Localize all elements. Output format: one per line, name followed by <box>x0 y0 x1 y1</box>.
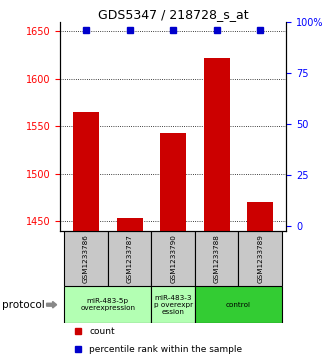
Bar <box>152 286 195 323</box>
Bar <box>64 286 152 323</box>
Bar <box>238 231 282 286</box>
Bar <box>73 112 99 363</box>
Bar <box>64 231 108 286</box>
Bar <box>195 231 238 286</box>
Text: GSM1233789: GSM1233789 <box>257 234 263 283</box>
Text: protocol: protocol <box>2 300 44 310</box>
Text: GSM1233786: GSM1233786 <box>83 234 89 283</box>
Bar <box>204 58 230 363</box>
Bar <box>117 218 143 363</box>
Text: GSM1233787: GSM1233787 <box>127 234 133 283</box>
Text: miR-483-5p
overexpression: miR-483-5p overexpression <box>80 298 135 311</box>
Text: count: count <box>89 327 115 336</box>
Bar <box>247 202 273 363</box>
Text: percentile rank within the sample: percentile rank within the sample <box>89 345 242 354</box>
Text: miR-483-3
p overexpr
ession: miR-483-3 p overexpr ession <box>154 295 193 315</box>
Text: control: control <box>226 302 251 308</box>
Bar <box>108 231 152 286</box>
Text: GSM1233788: GSM1233788 <box>214 234 220 283</box>
Bar <box>160 133 186 363</box>
Bar <box>195 286 282 323</box>
Title: GDS5347 / 218728_s_at: GDS5347 / 218728_s_at <box>98 8 248 21</box>
Text: GSM1233790: GSM1233790 <box>170 234 176 283</box>
Bar <box>152 231 195 286</box>
